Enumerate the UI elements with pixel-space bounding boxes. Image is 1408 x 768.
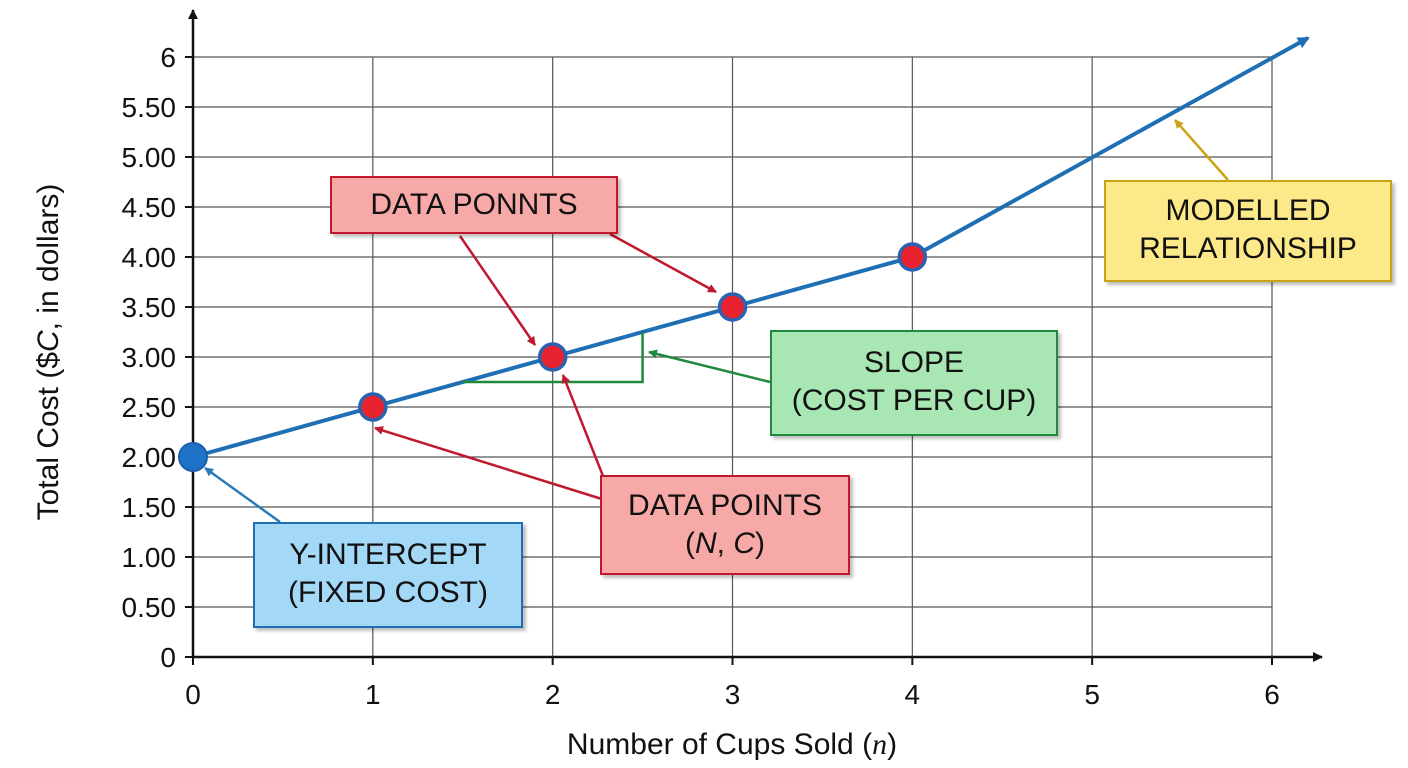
y-intercept-label: Y-INTERCEPT	[289, 538, 487, 571]
y-intercept-sublabel: (FIXED COST)	[288, 576, 488, 609]
y-tick-label: 5.00	[122, 142, 177, 173]
x-tick-label: 6	[1264, 679, 1280, 710]
data-point	[897, 242, 928, 272]
y-tick-label: 5.50	[122, 92, 177, 123]
data-points	[178, 242, 928, 472]
y-tick-label: 0.50	[122, 592, 177, 623]
tick-labels: 0 0.50 1.00 1.50 2.00 2.50 3.00 3.50 4.00 4.50 5.0…	[122, 42, 1280, 710]
slope-callout: SLOPE (COST PER CUP)	[770, 330, 1058, 436]
x-tick-label: 4	[905, 679, 921, 710]
data-point	[717, 292, 748, 322]
modelled-relationship-callout: MODELLED RELATIONSHIP	[1104, 180, 1392, 282]
data-points-arrow-1	[374, 426, 606, 502]
y-intercept-callout: Y-INTERCEPT (FIXED COST)	[253, 522, 523, 628]
y-tick-label: 1.50	[122, 492, 177, 523]
slope-triangle	[462, 332, 644, 384]
data-points-coords: (N, C)	[684, 527, 765, 560]
data-points-callout: DATA POINTS (N, C)	[600, 475, 850, 575]
data-ponnts-callout: DATA PONNTS	[330, 176, 618, 234]
data-ponnts-arrow-1	[458, 235, 537, 346]
x-axis-title: Number of Cups Sold (n)	[567, 728, 897, 761]
y-tick-label: 4.50	[122, 192, 177, 223]
y-tick-label: 2.50	[122, 392, 177, 423]
data-ponnts-label: DATA PONNTS	[370, 188, 578, 221]
axes	[188, 9, 1323, 662]
y-tick-label: 4.00	[122, 242, 177, 273]
y-tick-label: 3.00	[122, 342, 177, 373]
data-point	[537, 342, 568, 372]
x-tick-label: 0	[185, 679, 201, 710]
y-axis-title: Total Cost ($C, in dollars)	[32, 184, 65, 521]
y-tick-label: 0	[160, 642, 176, 673]
slope-arrow	[648, 349, 771, 384]
modelled-arrow	[1174, 119, 1229, 181]
x-tick-label: 5	[1084, 679, 1100, 710]
y-intercept-arrow	[204, 466, 281, 524]
y-intercept-point	[178, 442, 208, 472]
x-tick-label: 2	[545, 679, 561, 710]
data-points-arrow-2	[561, 374, 605, 477]
x-tick-label: 1	[365, 679, 381, 710]
annotation-arrows	[204, 119, 1229, 524]
data-points-label: DATA POINTS	[628, 489, 822, 522]
x-tick-label: 3	[725, 679, 741, 710]
slope-label: SLOPE	[863, 346, 965, 379]
y-tick-label: 6	[160, 42, 176, 73]
slope-sublabel: (COST PER CUP)	[791, 384, 1037, 417]
y-tick-label: 3.50	[122, 292, 177, 323]
modelled-label: MODELLED	[1165, 194, 1331, 227]
data-ponnts-arrow-2	[609, 232, 717, 294]
relationship-label: RELATIONSHIP	[1139, 232, 1357, 265]
y-tick-label: 1.00	[122, 542, 177, 573]
y-tick-label: 2.00	[122, 442, 177, 473]
data-point	[358, 392, 388, 422]
